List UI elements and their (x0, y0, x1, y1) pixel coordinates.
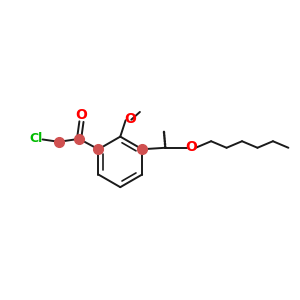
Text: O: O (76, 108, 87, 122)
Text: Cl: Cl (29, 132, 43, 145)
Text: O: O (186, 140, 197, 154)
Text: O: O (124, 112, 136, 126)
